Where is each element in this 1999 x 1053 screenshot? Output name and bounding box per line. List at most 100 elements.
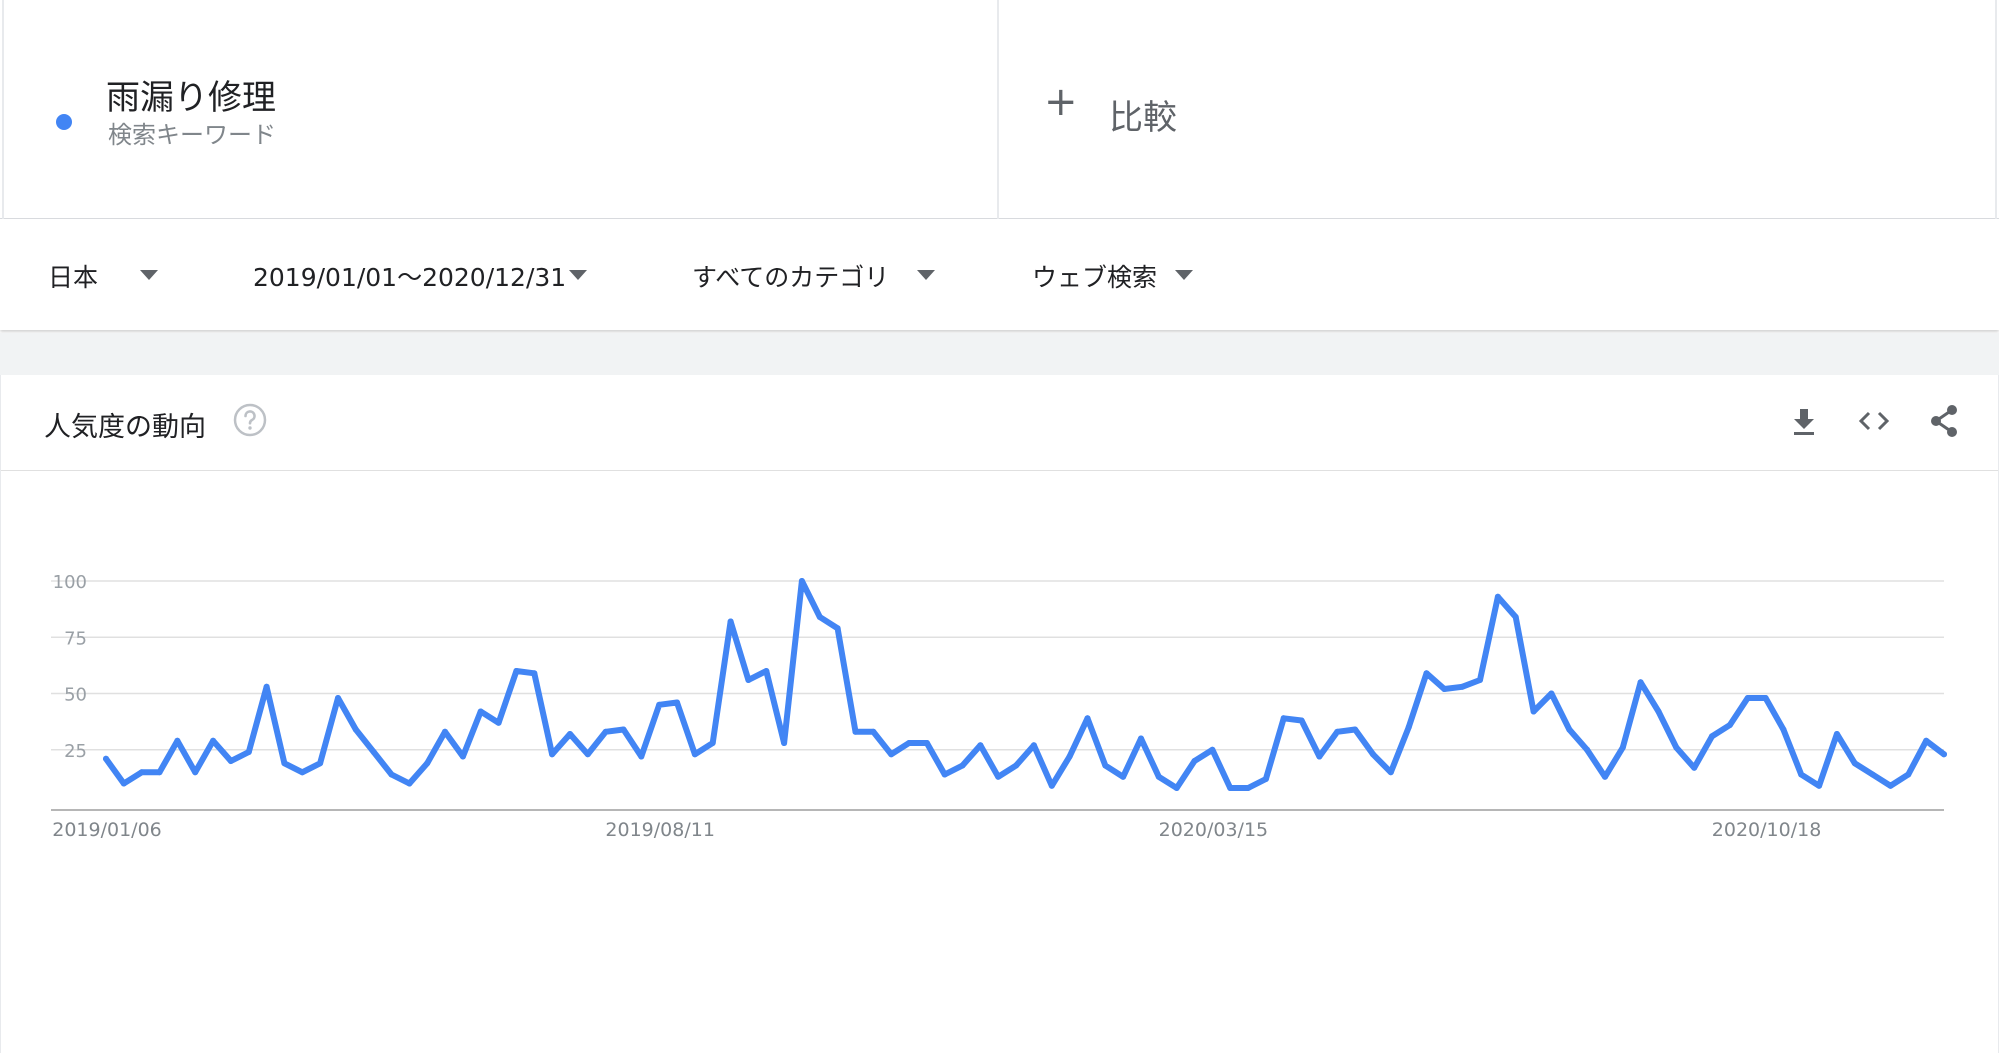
card-header: 人気度の動向 bbox=[1, 375, 1998, 471]
term-color-dot bbox=[56, 114, 72, 130]
data-point bbox=[1851, 760, 1858, 767]
data-point bbox=[1191, 758, 1198, 764]
data-point bbox=[156, 769, 163, 776]
data-point bbox=[709, 740, 716, 746]
data-point bbox=[1298, 717, 1305, 724]
data-point bbox=[1352, 726, 1359, 733]
data-point bbox=[388, 771, 395, 778]
data-point bbox=[1887, 782, 1894, 789]
data-point bbox=[852, 728, 859, 735]
data-point bbox=[1833, 731, 1840, 737]
data-point bbox=[1673, 744, 1680, 751]
data-point bbox=[1530, 708, 1537, 715]
data-point bbox=[442, 728, 448, 735]
y-tick-label: 100 bbox=[53, 572, 87, 593]
search-term-card[interactable]: 雨漏り修理 検索キーワード bbox=[2, 0, 999, 219]
data-point bbox=[1138, 735, 1144, 742]
compare-button[interactable]: + 比較 bbox=[999, 0, 1997, 219]
data-point bbox=[1173, 785, 1180, 791]
region-filter-label: 日本 bbox=[48, 263, 99, 292]
data-point bbox=[1798, 771, 1805, 778]
data-point bbox=[1637, 679, 1644, 686]
y-tick-label: 50 bbox=[64, 685, 87, 706]
term-panel: 雨漏り修理 検索キーワード + 比較 bbox=[0, 0, 1999, 219]
data-point bbox=[1120, 773, 1127, 780]
data-point bbox=[870, 728, 877, 735]
data-point bbox=[513, 668, 520, 674]
data-point bbox=[1209, 746, 1216, 753]
region-chevron-down-icon[interactable] bbox=[140, 270, 158, 280]
data-point bbox=[1494, 593, 1501, 600]
share-icon[interactable] bbox=[1926, 403, 1962, 439]
search-type-filter-label: ウェブ検索 bbox=[1032, 263, 1158, 292]
y-tick-label: 25 bbox=[64, 741, 87, 762]
filter-bar: 日本 2019/01/01～2020/12/31 すべてのカテゴリ ウェブ検索 bbox=[0, 219, 1999, 330]
data-point bbox=[174, 737, 181, 744]
data-point bbox=[1816, 782, 1823, 789]
region-filter[interactable]: 日本 bbox=[48, 258, 98, 294]
data-point bbox=[1548, 690, 1555, 697]
data-point bbox=[1709, 733, 1715, 740]
embed-icon[interactable] bbox=[1856, 403, 1892, 439]
interest-over-time-card: 人気度の動向 25 50 75 100 2019/01/06 2019/08/11 202… bbox=[0, 375, 1999, 1053]
data-point bbox=[424, 760, 431, 767]
data-point bbox=[941, 771, 948, 778]
data-point bbox=[1066, 753, 1073, 760]
download-icon[interactable] bbox=[1786, 403, 1822, 439]
help-icon[interactable] bbox=[232, 402, 268, 438]
category-filter-label: すべてのカテゴリ bbox=[692, 263, 890, 292]
data-point bbox=[1370, 751, 1376, 758]
search-term-type: 検索キーワード bbox=[108, 121, 276, 149]
search-type-chevron-down-icon[interactable] bbox=[1175, 270, 1193, 280]
data-point bbox=[1619, 744, 1626, 751]
series-points bbox=[103, 578, 1947, 791]
data-point bbox=[977, 742, 984, 749]
data-point bbox=[1013, 762, 1020, 769]
data-point bbox=[1155, 773, 1162, 780]
data-point bbox=[245, 749, 252, 755]
category-filter[interactable]: すべてのカテゴリ bbox=[692, 258, 889, 294]
data-point bbox=[227, 758, 234, 764]
data-point bbox=[103, 755, 109, 762]
data-point bbox=[335, 695, 341, 701]
data-point bbox=[1280, 715, 1287, 722]
category-chevron-down-icon[interactable] bbox=[917, 270, 935, 280]
date-range-chevron-down-icon[interactable] bbox=[569, 270, 587, 280]
series-line bbox=[103, 578, 1947, 791]
data-point bbox=[1780, 726, 1787, 733]
data-point bbox=[1655, 708, 1662, 715]
data-point bbox=[1923, 737, 1930, 744]
y-axis-ticks: 25 50 75 100 bbox=[53, 572, 87, 762]
search-term-name[interactable]: 雨漏り修理 bbox=[106, 78, 276, 118]
section-divider bbox=[0, 333, 1999, 375]
y-tick-label: 75 bbox=[64, 628, 87, 649]
data-point bbox=[567, 731, 573, 737]
data-point bbox=[263, 683, 270, 690]
data-point bbox=[1477, 677, 1483, 683]
data-point bbox=[370, 749, 377, 755]
data-point bbox=[1048, 782, 1055, 789]
data-point bbox=[1262, 776, 1269, 782]
data-point bbox=[549, 751, 556, 758]
data-point bbox=[1334, 728, 1341, 735]
data-point bbox=[1941, 751, 1947, 758]
data-point bbox=[1459, 683, 1466, 690]
date-range-filter[interactable]: 2019/01/01～2020/12/31 bbox=[253, 258, 566, 294]
data-point bbox=[638, 753, 645, 760]
data-point bbox=[1566, 726, 1573, 733]
data-point bbox=[1245, 785, 1252, 791]
data-point bbox=[959, 762, 966, 769]
data-point bbox=[923, 740, 930, 746]
data-point bbox=[299, 769, 306, 776]
compare-label: 比較 bbox=[1109, 98, 1177, 138]
data-point bbox=[477, 708, 484, 715]
search-type-filter[interactable]: ウェブ検索 bbox=[1032, 258, 1157, 294]
data-point bbox=[834, 625, 841, 632]
x-tick-label: 2019/01/06 bbox=[52, 819, 162, 841]
data-point bbox=[210, 737, 217, 744]
data-point bbox=[1726, 722, 1733, 728]
data-point bbox=[1387, 769, 1394, 776]
data-point bbox=[798, 578, 805, 584]
data-point bbox=[317, 760, 324, 767]
data-point bbox=[816, 614, 823, 620]
